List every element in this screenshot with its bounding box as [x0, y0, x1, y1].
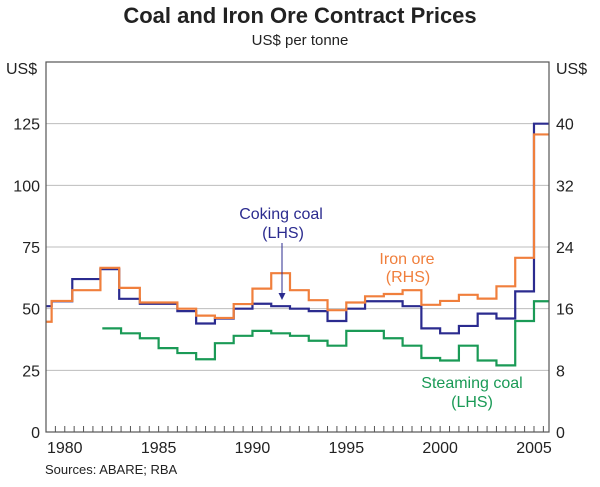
right-tick-label: 32	[556, 178, 574, 195]
annotation-steaming-coal: Steaming coal	[421, 375, 522, 392]
steaming-coal-line	[102, 300, 549, 367]
left-tick-label: 25	[22, 363, 40, 380]
annotation-arrow-head	[278, 293, 286, 300]
x-tick-label: 1985	[141, 440, 177, 457]
right-axis: 0 8 16 24 32 40	[556, 117, 574, 442]
x-tick-label: 1980	[47, 440, 83, 457]
left-tick-label: 100	[13, 178, 40, 195]
chart-title: Coal and Iron Ore Contract Prices	[123, 3, 477, 28]
annotation-steaming-coal-axis: (LHS)	[451, 394, 493, 411]
x-tick-label: 2005	[516, 440, 552, 457]
x-tick-label: 2000	[422, 440, 458, 457]
chart-subtitle: US$ per tonne	[251, 32, 349, 49]
left-axis-unit: US$	[6, 61, 37, 78]
iron-ore-line	[46, 133, 549, 323]
coking-coal-line	[46, 122, 549, 335]
annotation-coking-coal: Coking coal	[239, 206, 323, 223]
right-tick-label: 8	[556, 363, 565, 380]
plot-frame	[45, 61, 550, 433]
left-tick-label: 50	[22, 302, 40, 319]
right-tick-label: 24	[556, 240, 574, 257]
left-tick-label: 125	[13, 117, 40, 134]
right-tick-label: 40	[556, 117, 574, 134]
x-tick-label: 1990	[235, 440, 271, 457]
left-tick-label: 75	[22, 240, 40, 257]
right-tick-label: 0	[556, 425, 565, 442]
series-group	[46, 122, 549, 367]
source-note: Sources: ABARE; RBA	[45, 462, 178, 477]
annotation-iron-ore-axis: (RHS)	[386, 269, 430, 286]
left-tick-label: 0	[31, 425, 40, 442]
right-tick-label: 16	[556, 302, 574, 319]
annotation-coking-coal-axis: (LHS)	[262, 225, 304, 242]
x-axis: 1980 1985 1990 1995 2000 2005	[45, 426, 552, 457]
right-axis-unit: US$	[556, 61, 587, 78]
annotation-iron-ore: Iron ore	[379, 251, 434, 268]
left-axis: 0 25 50 75 100 125	[13, 117, 40, 442]
x-tick-label: 1995	[329, 440, 365, 457]
